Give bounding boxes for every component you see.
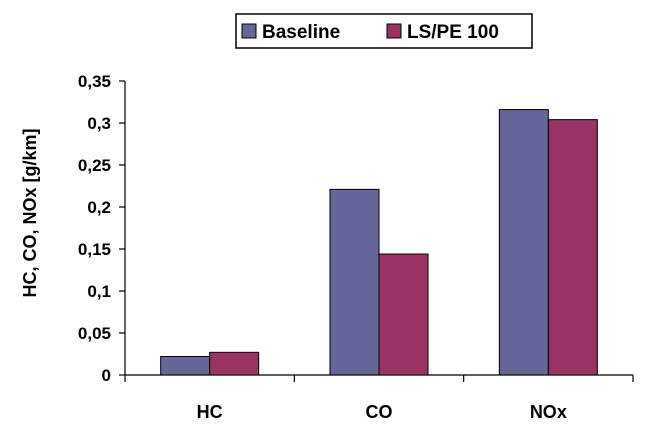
bars	[160, 109, 598, 376]
y-tick-label: 0	[102, 366, 111, 385]
bar-baseline-co	[329, 188, 380, 376]
y-tick-label: 0,35	[78, 72, 111, 91]
bar-ls-pe-100-hc	[209, 351, 260, 376]
bar-ls-pe-100-nox	[547, 119, 598, 376]
y-ticks: 0 0,05 0,1 0,15 0,2 0,25 0,3 0,35	[78, 72, 125, 385]
x-category-label: CO	[366, 402, 393, 422]
x-category-label: HC	[197, 402, 223, 422]
y-tick-label: 0,05	[78, 324, 111, 343]
y-tick-label: 0,2	[87, 198, 111, 217]
y-tick-label: 0,15	[78, 240, 111, 259]
y-tick-label: 0,3	[87, 114, 111, 133]
legend-label-baseline: Baseline	[262, 22, 340, 43]
y-tick-label: 0,1	[87, 282, 111, 301]
x-categories: HC CO NOx	[124, 375, 634, 422]
legend-frame	[235, 13, 533, 49]
legend-label-ls-pe-100: LS/PE 100	[407, 22, 499, 43]
x-category-label: NOx	[530, 402, 567, 422]
bar-baseline-nox	[498, 109, 549, 376]
legend: Baseline LS/PE 100	[235, 13, 533, 49]
legend-swatch-ls-pe-100	[386, 23, 402, 39]
y-axis-title: HC, CO, NOx [g/km]	[20, 128, 40, 297]
y-tick-label: 0,25	[78, 156, 111, 175]
bar-baseline-hc	[160, 356, 211, 376]
bar-ls-pe-100-co	[378, 253, 429, 376]
legend-swatch-baseline	[241, 23, 257, 39]
